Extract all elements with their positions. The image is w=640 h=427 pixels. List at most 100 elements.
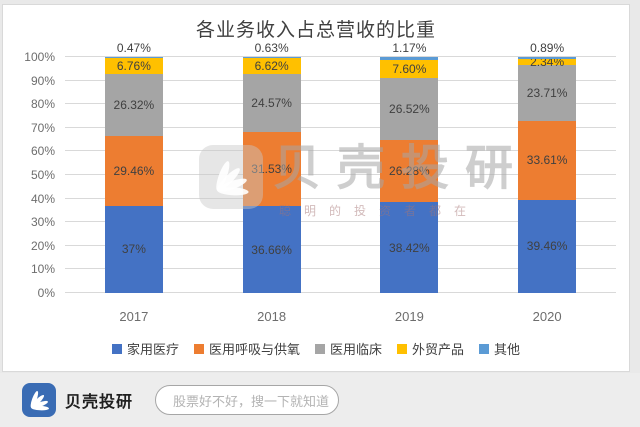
y-tick-label: 10%: [30, 262, 55, 277]
x-tick-label: 2020: [532, 309, 562, 324]
legend-item-医用临床: 医用临床: [314, 339, 382, 358]
brand-logo[interactable]: [22, 383, 56, 417]
bar-segment-其他: 0.47%: [104, 42, 163, 59]
bar-cell-2018: 36.66% 31.53% 24.57% 6.62% 0.63%: [203, 42, 341, 293]
data-label: 26.28%: [389, 164, 430, 179]
bar-segment-医用临床: 26.52%: [380, 77, 439, 141]
legend-label: 医用临床: [329, 342, 382, 357]
data-label: 37%: [121, 242, 146, 257]
bar-segment-家用医疗: 37%: [104, 205, 163, 293]
legend-swatch: [479, 343, 490, 354]
y-tick-label: 30%: [30, 215, 55, 230]
data-label: 1.17%: [392, 41, 427, 56]
search-placeholder: 股票好不好，搜一下就知道: [173, 393, 330, 409]
bar-segment-医用呼吸与供氧: 29.46%: [104, 136, 163, 206]
bar-segment-家用医疗: 36.66%: [242, 206, 301, 293]
y-tick-label: 20%: [30, 238, 55, 253]
data-label: 26.32%: [113, 98, 155, 113]
legend: 家用医疗 医用呼吸与供氧 医用临床 外贸产品 其他: [3, 339, 629, 358]
brand-name: 贝壳投研: [65, 394, 134, 411]
stacked-bar-2018: 36.66% 31.53% 24.57% 6.62% 0.63%: [242, 42, 301, 293]
bars-container: 37% 29.46% 26.32% 6.76% 0.47% 36.66% 31.53% 24.…: [65, 42, 616, 293]
legend-label: 医用呼吸与供氧: [208, 342, 300, 357]
bar-segment-其他: 1.17%: [380, 42, 439, 60]
gridline: [65, 221, 616, 223]
legend-label: 外贸产品: [412, 342, 465, 357]
gridline: [65, 197, 616, 199]
data-label: 31.53%: [251, 162, 292, 177]
bar-segment-其他: 0.89%: [518, 42, 577, 60]
stacked-bar-2020: 39.46% 33.61% 23.71% 2.34% 0.89%: [518, 42, 577, 293]
gridline: [65, 244, 616, 246]
bar-segment-医用临床: 23.71%: [518, 64, 577, 121]
gridline: [65, 79, 616, 81]
legend-swatch: [314, 343, 325, 354]
y-tick-label: 90%: [30, 73, 55, 88]
bar-segment-医用临床: 24.57%: [242, 74, 301, 133]
legend-item-家用医疗: 家用医疗: [111, 339, 179, 358]
data-label: 7.60%: [392, 61, 427, 76]
bar-segment-家用医疗: 39.46%: [518, 199, 577, 293]
legend-label: 家用医疗: [126, 342, 179, 357]
x-axis: 2017 2018 2019 2020: [65, 301, 616, 324]
data-label: 33.61%: [526, 153, 568, 168]
gridline: [65, 56, 616, 57]
bar-segment-外贸产品: 2.34%: [518, 56, 577, 68]
data-label: 0.63%: [254, 40, 289, 55]
y-tick-label: 60%: [30, 144, 55, 159]
legend-item-其他: 其他: [479, 339, 520, 358]
y-tick-label: 40%: [30, 191, 55, 206]
legend-label: 其他: [494, 342, 521, 357]
y-tick-label: 50%: [30, 168, 55, 182]
bar-segment-外贸产品: 6.76%: [104, 58, 163, 75]
footer-bar: 贝壳投研 股票好不好，搜一下就知道: [0, 373, 640, 427]
data-label: 23.71%: [526, 85, 568, 100]
data-label: 6.76%: [116, 59, 151, 74]
y-tick-label: 0%: [37, 286, 55, 300]
data-label: 6.62%: [254, 59, 289, 74]
data-label: 26.52%: [389, 102, 430, 117]
bar-segment-医用呼吸与供氧: 31.53%: [242, 132, 301, 207]
bar-segment-医用呼吸与供氧: 26.28%: [380, 140, 439, 203]
data-label: 36.66%: [251, 242, 292, 257]
gridline: [65, 174, 616, 175]
data-label: 38.42%: [389, 240, 430, 255]
shell-icon: [30, 391, 49, 411]
gridline: [65, 292, 616, 293]
bar-segment-外贸产品: 6.62%: [242, 58, 301, 75]
chart-card: 各业务收入占总营收的比重 0% 10% 20% 30% 40% 50% 60% 70% 80% 9…: [2, 4, 630, 372]
legend-swatch: [111, 343, 122, 354]
stacked-bar-2019: 38.42% 26.28% 26.52% 7.60% 1.17%: [380, 42, 439, 293]
data-label: 39.46%: [526, 239, 568, 254]
legend-swatch: [397, 343, 407, 354]
bar-cell-2020: 39.46% 33.61% 23.71% 2.34% 0.89%: [478, 42, 616, 293]
search-box[interactable]: 股票好不好，搜一下就知道: [155, 385, 340, 415]
gridline: [65, 268, 616, 270]
x-tick-label: 2018: [257, 309, 287, 324]
gridline: [65, 150, 616, 152]
y-axis: 0% 10% 20% 30% 40% 50% 60% 70% 80% 90% 100%: [3, 51, 59, 299]
data-label: 0.47%: [116, 41, 151, 55]
y-tick-label: 70%: [30, 120, 55, 135]
bar-segment-外贸产品: 7.60%: [380, 59, 439, 78]
stacked-bar-2017: 37% 29.46% 26.32% 6.76% 0.47%: [104, 42, 163, 293]
data-label: 24.57%: [251, 96, 292, 111]
plot-area: 37% 29.46% 26.32% 6.76% 0.47% 36.66% 31.53% 24.…: [65, 42, 616, 293]
bar-segment-医用呼吸与供氧: 33.61%: [518, 120, 577, 200]
bar-cell-2019: 38.42% 26.28% 26.52% 7.60% 1.17%: [341, 42, 479, 293]
bar-segment-家用医疗: 38.42%: [380, 202, 439, 293]
legend-item-外贸产品: 外贸产品: [397, 339, 464, 358]
data-label: 29.46%: [113, 163, 155, 178]
bar-segment-医用临床: 26.32%: [104, 74, 163, 137]
gridline: [65, 103, 616, 105]
data-label: 0.89%: [530, 40, 565, 55]
bar-cell-2017: 37% 29.46% 26.32% 6.76% 0.47%: [65, 42, 203, 293]
bar-segment-其他: 0.63%: [242, 42, 301, 59]
x-tick-label: 2019: [394, 309, 424, 324]
y-tick-label: 100%: [24, 50, 55, 64]
gridline: [65, 126, 616, 128]
legend-swatch: [193, 343, 204, 354]
legend-item-医用呼吸与供氧: 医用呼吸与供氧: [193, 339, 300, 358]
chart-title: 各业务收入占总营收的比重: [195, 20, 436, 41]
x-tick-label: 2017: [119, 309, 149, 324]
